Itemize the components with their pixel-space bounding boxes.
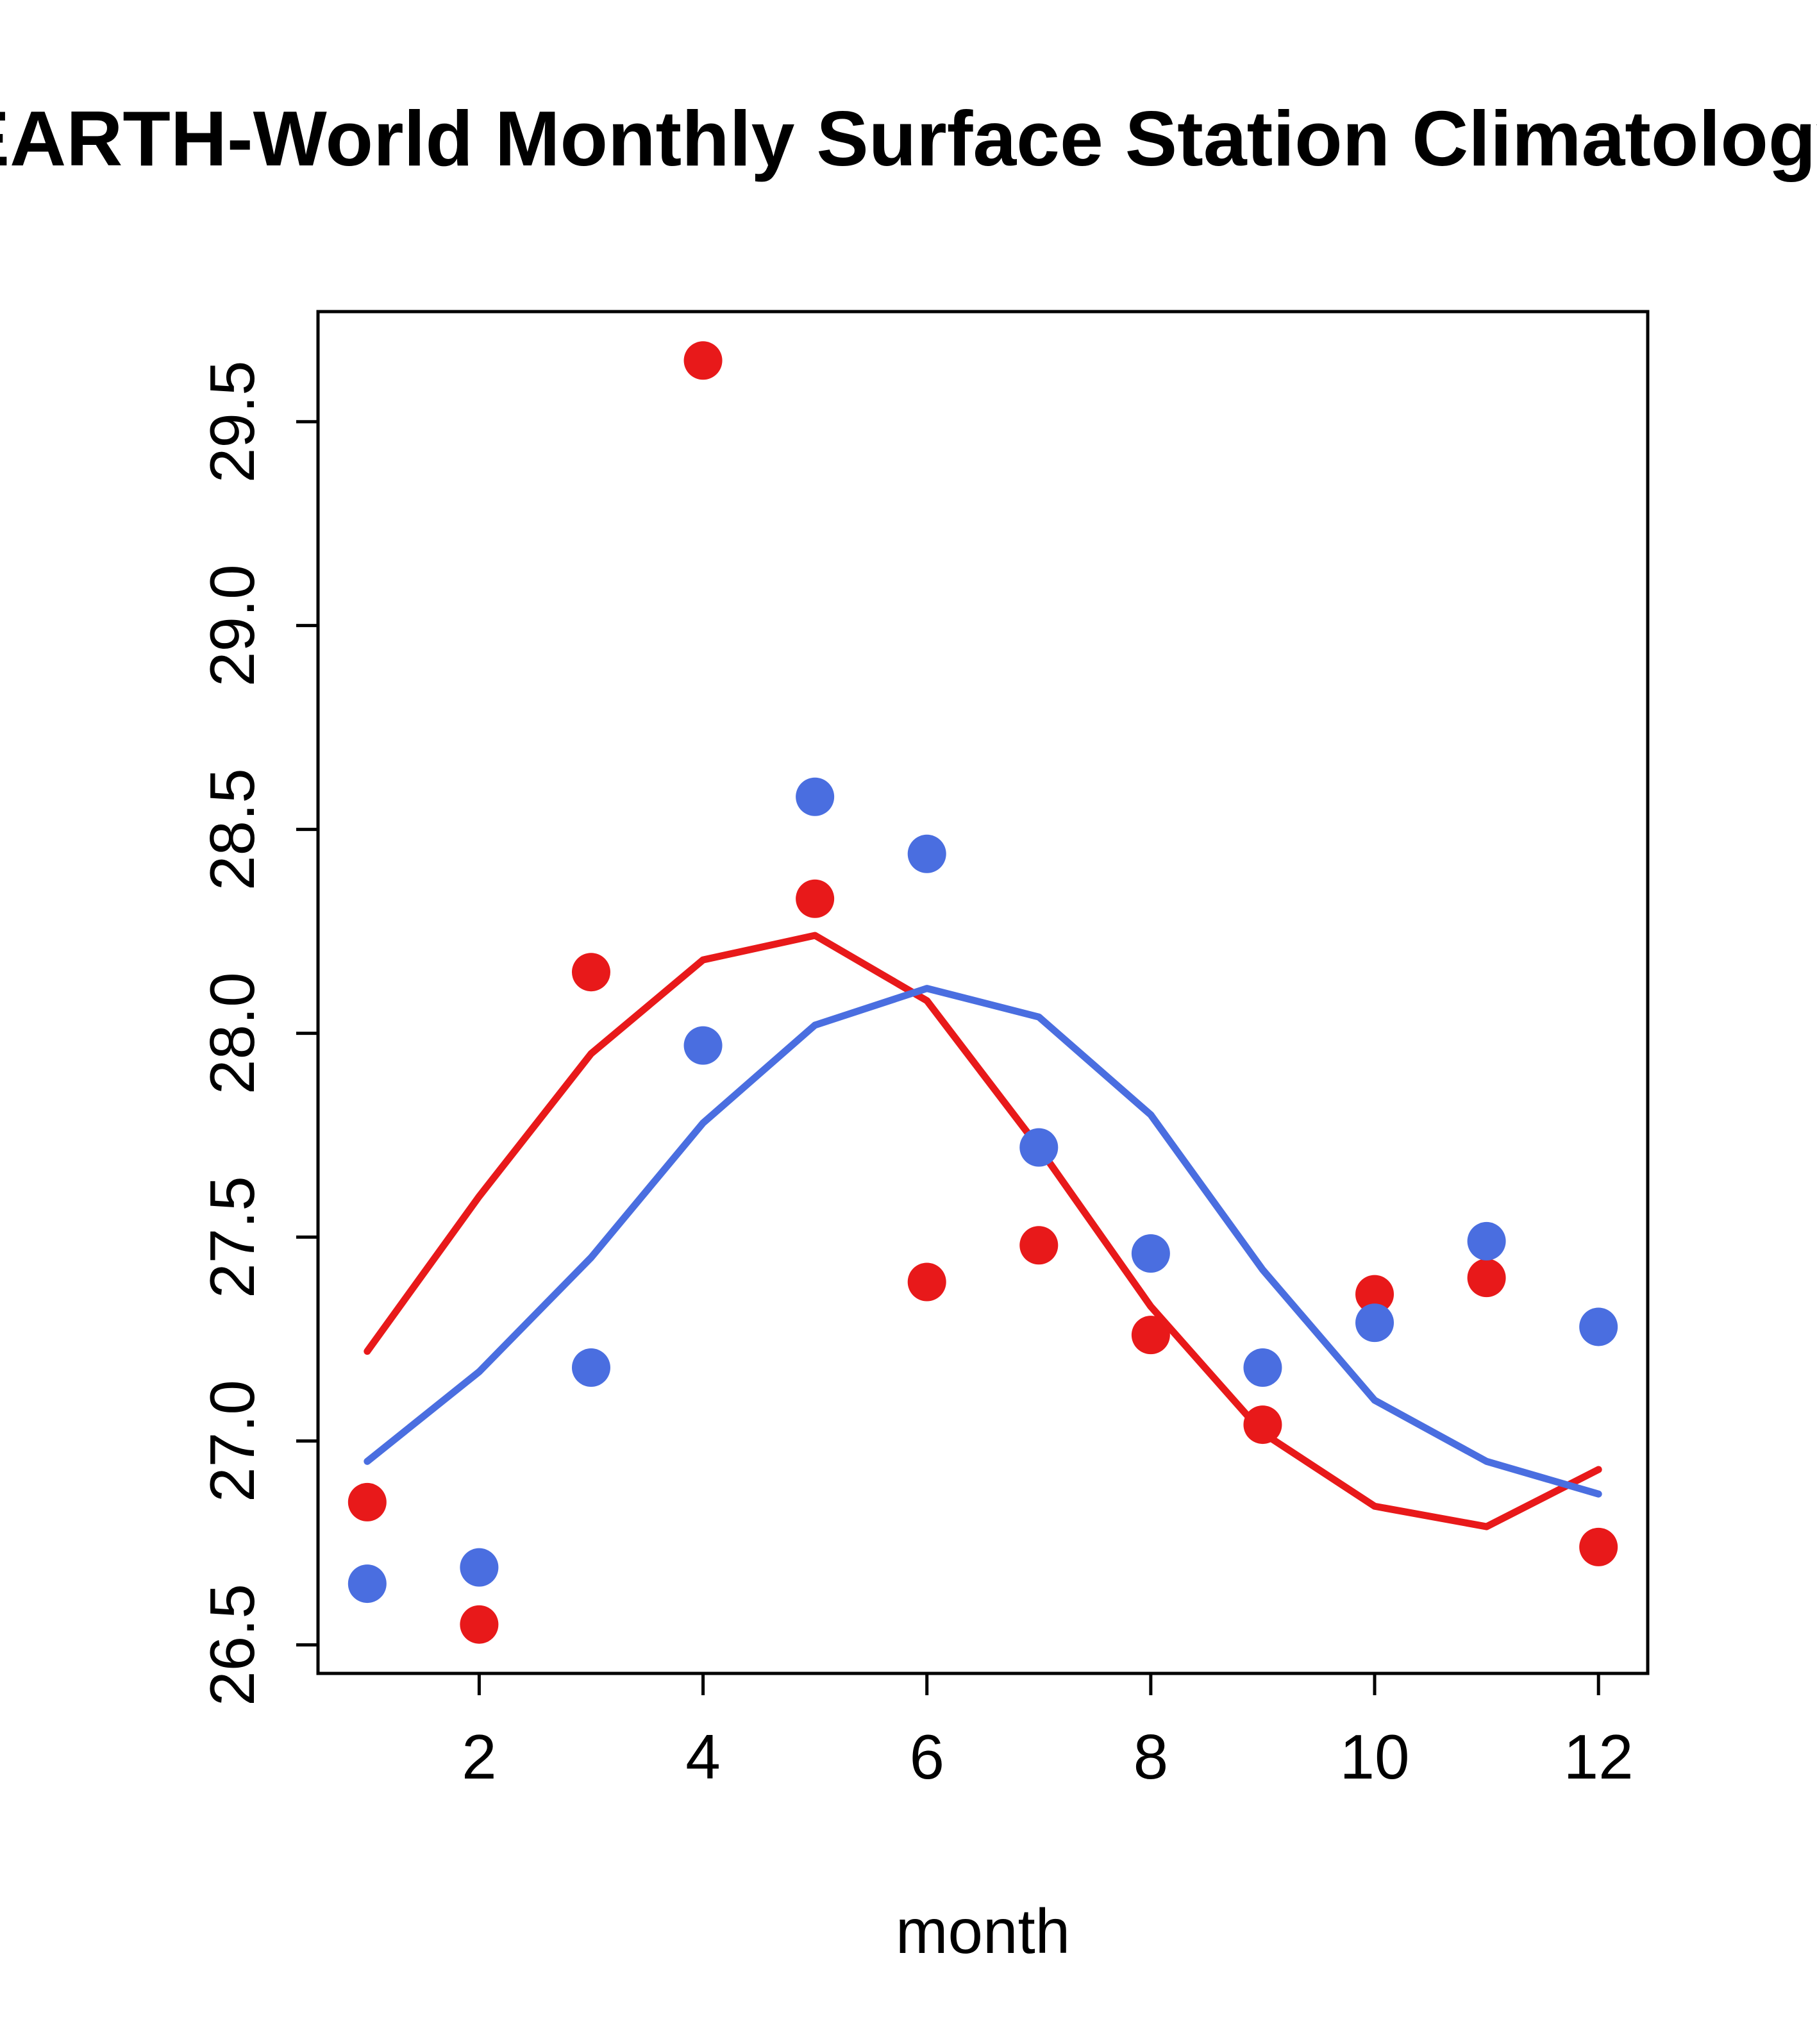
y-axis: 26.5 27.0 27.5 28.0 28.5 29.0 29.5 [197,360,318,1706]
blue-smooth-line [364,985,1602,1498]
x-tick-label: 10 [1340,1721,1410,1792]
red-station-points-marker [907,1262,946,1302]
red-station-points [347,341,1618,1644]
x-tick-label: 8 [1134,1721,1169,1792]
blue-station-points-marker [1243,1348,1282,1387]
blue-station-points-marker [1467,1221,1506,1261]
blue-station-points-marker [460,1548,499,1587]
blue-station-points-marker [683,1026,723,1065]
x-axis-label: month [896,1896,1070,1966]
plot-area: 2 4 6 8 10 12 26.5 27.0 27.5 28.0 28.5 29.0 29.5 [197,310,1650,1792]
red-station-points-marker [1131,1316,1170,1355]
red-smooth-line [364,932,1602,1530]
blue-smooth-line-path [364,985,1602,1498]
red-station-points-marker [796,879,835,918]
red-station-points-marker [347,1482,387,1521]
red-station-points-marker [1019,1226,1059,1265]
chart-title: EARTH-World Monthly Surface Station Clim… [0,95,1817,182]
red-station-points-marker [1243,1405,1282,1445]
red-station-points-marker [460,1605,499,1644]
y-tick-label: 26.5 [197,1584,267,1706]
red-station-points-marker [1579,1527,1618,1566]
blue-station-points-marker [1019,1128,1059,1167]
x-tick-label: 12 [1564,1721,1634,1792]
blue-station-points-marker [571,1348,610,1387]
blue-station-points [347,777,1618,1604]
y-tick-label: 28.5 [197,768,267,891]
blue-station-points-marker [1355,1303,1394,1343]
y-tick-label: 27.5 [197,1176,267,1298]
x-tick-label: 4 [685,1721,721,1792]
plot-box [316,310,1650,1675]
x-tick-label: 2 [462,1721,497,1792]
blue-station-points-marker [347,1564,387,1604]
y-tick-label: 29.5 [197,360,267,483]
y-tick-label: 27.0 [197,1380,267,1502]
red-station-points-marker [1355,1275,1394,1314]
red-station-points-marker [571,953,610,992]
blue-station-points-marker [1579,1307,1618,1346]
x-tick-label: 6 [909,1721,944,1792]
red-station-points-marker [1467,1259,1506,1298]
red-station-points-marker [683,341,723,380]
y-tick-label: 29.0 [197,564,267,687]
blue-station-points-marker [796,777,835,816]
blue-station-points-marker [1131,1234,1170,1273]
x-axis: 2 4 6 8 10 12 [462,1673,1634,1792]
y-tick-label: 28.0 [197,972,267,1094]
blue-station-points-marker [907,834,946,873]
red-smooth-line-path [364,932,1602,1530]
